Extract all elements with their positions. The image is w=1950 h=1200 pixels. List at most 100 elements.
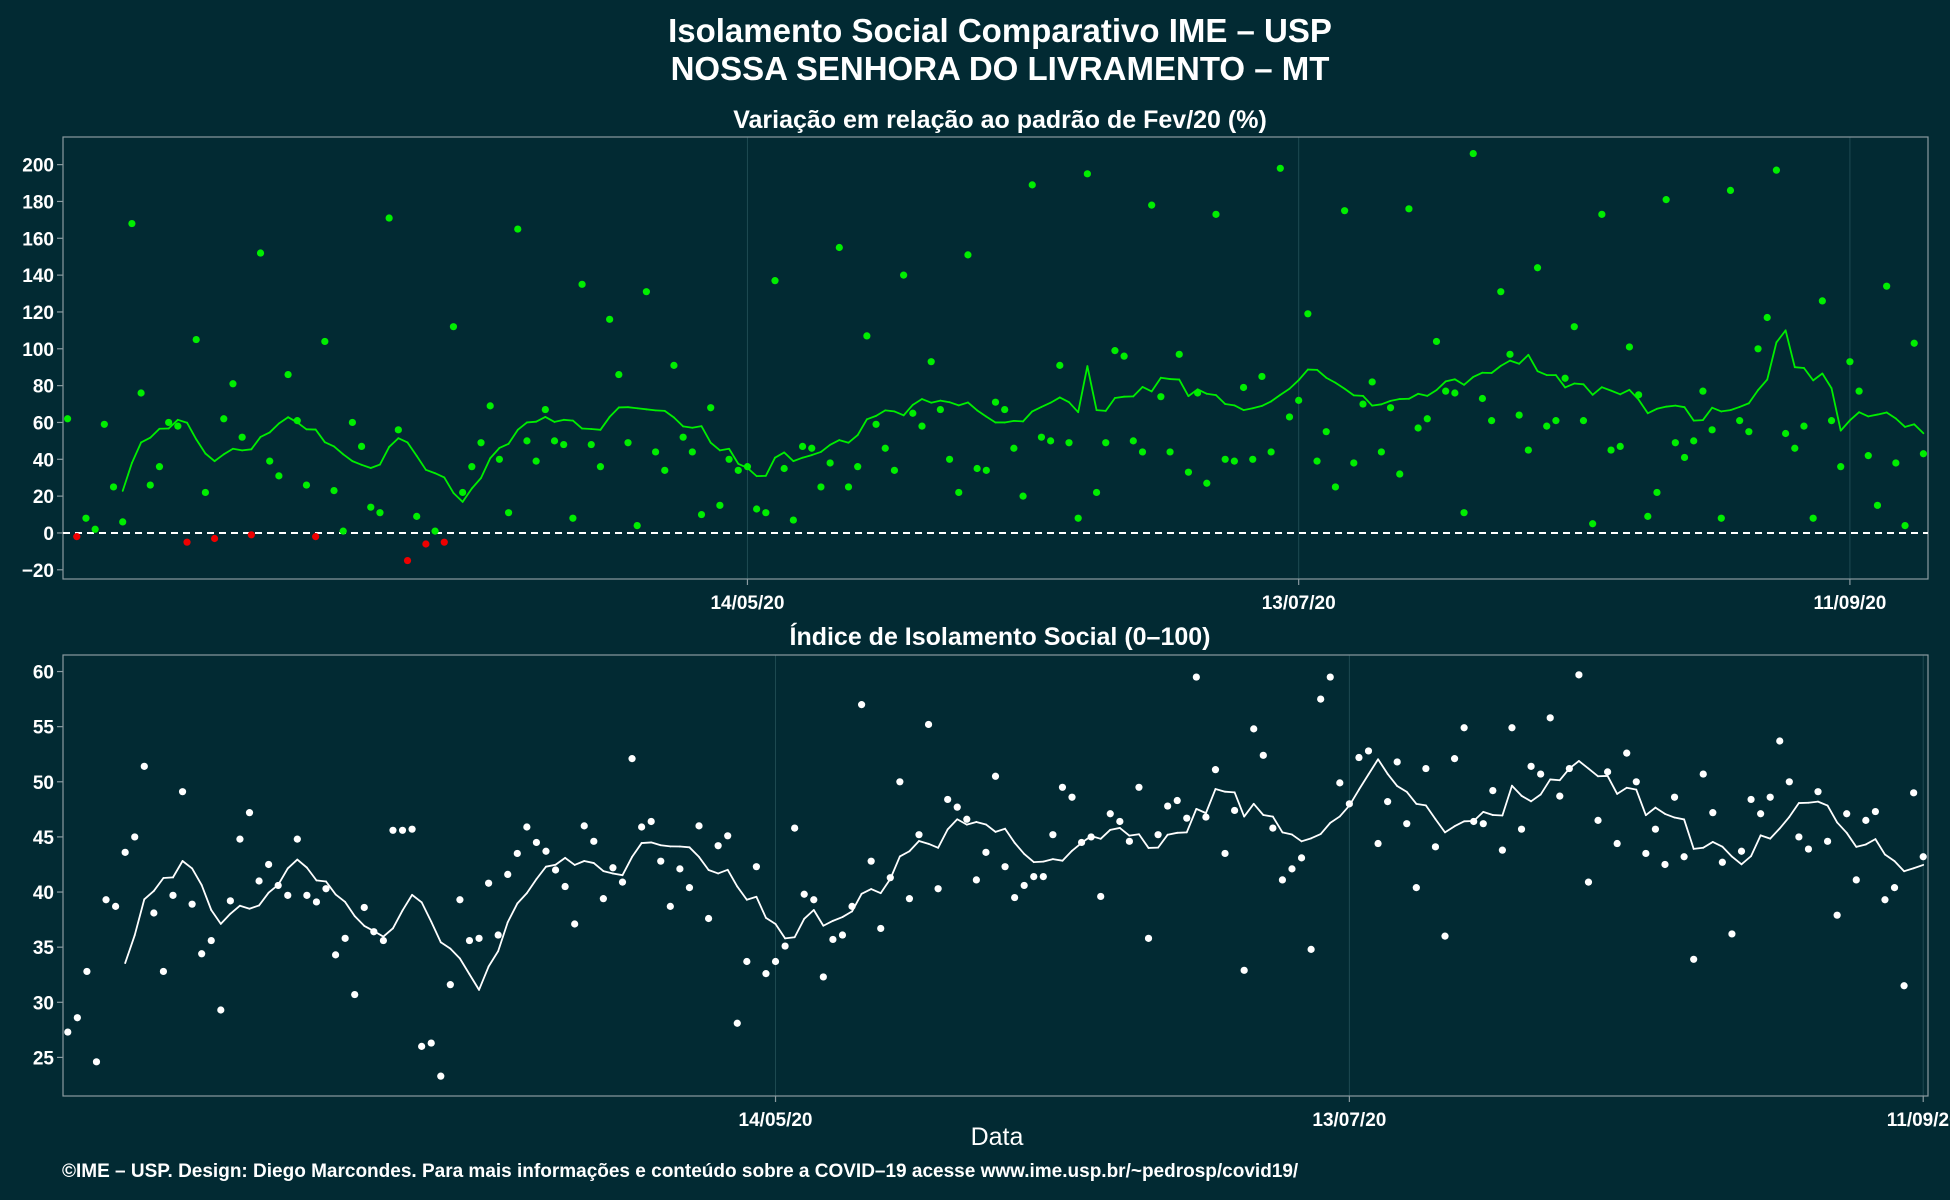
data-point xyxy=(781,942,789,950)
data-point xyxy=(1890,884,1899,892)
moving-average-segment xyxy=(1876,411,1888,416)
moving-average-segment xyxy=(544,416,556,423)
moving-average-segment xyxy=(691,425,703,429)
moving-average-segment xyxy=(774,451,786,459)
data-point xyxy=(1111,347,1119,355)
moving-average-segment xyxy=(1564,382,1576,389)
data-point xyxy=(1781,429,1790,438)
moving-average-segment xyxy=(397,437,409,444)
data-point xyxy=(909,409,917,417)
data-point xyxy=(1049,831,1057,839)
moving-average-segment xyxy=(636,407,648,411)
data-point xyxy=(1814,788,1822,796)
moving-average-segment xyxy=(526,420,538,424)
moving-average-segment xyxy=(461,487,473,503)
data-point xyxy=(1901,521,1909,530)
data-point xyxy=(1202,813,1210,821)
moving-average-segment xyxy=(1358,773,1370,791)
moving-average-segment xyxy=(277,416,289,425)
data-point xyxy=(1517,825,1526,833)
data-point xyxy=(140,762,148,770)
moving-average-segment xyxy=(1573,382,1585,386)
moving-average-segment xyxy=(700,425,712,444)
data-point xyxy=(247,531,255,539)
moving-average-segment xyxy=(1472,371,1484,378)
moving-average-segment xyxy=(143,890,155,901)
moving-average-segment xyxy=(571,419,583,430)
panel-border xyxy=(62,654,1929,1097)
data-point xyxy=(1670,793,1679,801)
data-point xyxy=(798,442,807,450)
moving-average-segment xyxy=(1518,353,1530,365)
data-point xyxy=(1843,810,1851,818)
data-point xyxy=(953,803,961,811)
moving-average-segment xyxy=(1329,815,1341,824)
moving-average-segment xyxy=(902,403,914,417)
data-point xyxy=(1623,749,1631,757)
moving-average-segment xyxy=(124,934,136,964)
moving-average-segment xyxy=(1769,827,1781,840)
data-point xyxy=(854,463,862,471)
moving-average-segment xyxy=(1185,807,1198,834)
data-point xyxy=(1047,437,1055,445)
data-point xyxy=(1423,415,1431,423)
moving-average-segment xyxy=(1845,831,1858,848)
data-point xyxy=(1699,770,1707,778)
data-point xyxy=(1258,372,1266,381)
moving-average-segment xyxy=(1759,834,1772,840)
data-point xyxy=(1910,789,1918,797)
data-point xyxy=(1221,455,1229,463)
data-point xyxy=(685,884,694,892)
data-point xyxy=(1304,310,1312,318)
data-point xyxy=(945,455,954,463)
data-point xyxy=(1855,387,1863,395)
moving-average-segment xyxy=(487,950,500,968)
moving-average-segment xyxy=(1316,368,1328,379)
moving-average-segment xyxy=(1095,409,1107,412)
moving-average-segment xyxy=(1830,387,1842,432)
moving-average-segment xyxy=(927,842,940,849)
moving-average-segment xyxy=(401,893,413,912)
moving-average-segment xyxy=(1426,389,1438,397)
data-point xyxy=(514,225,522,233)
moving-average-segment xyxy=(277,867,289,886)
data-point xyxy=(1203,479,1211,487)
moving-average-segment xyxy=(1362,394,1374,407)
moving-average-segment xyxy=(1619,388,1631,396)
moving-average-segment xyxy=(1836,821,1848,834)
data-point xyxy=(1515,411,1523,419)
moving-average-segment xyxy=(654,409,666,412)
moving-average-segment xyxy=(1683,818,1695,850)
moving-average-segment xyxy=(602,870,614,875)
moving-average-segment xyxy=(1023,853,1035,864)
moving-average-segment xyxy=(516,421,528,431)
moving-average-segment xyxy=(1061,849,1073,862)
data-point xyxy=(1718,858,1726,866)
moving-average-segment xyxy=(1157,833,1169,849)
data-point xyxy=(1345,800,1353,808)
data-point xyxy=(1020,881,1028,890)
moving-average-segment xyxy=(592,862,605,872)
data-point xyxy=(918,422,926,430)
data-point xyxy=(155,463,164,471)
moving-average-segment xyxy=(764,456,776,477)
moving-average-segment xyxy=(1625,786,1638,791)
moving-average-segment xyxy=(344,901,356,918)
data-point xyxy=(1083,170,1091,178)
moving-average-segment xyxy=(195,438,207,455)
moving-average-segment xyxy=(497,921,509,952)
data-point xyxy=(810,896,818,904)
data-point xyxy=(63,415,72,423)
data-point xyxy=(1058,783,1067,791)
data-point xyxy=(1680,853,1688,861)
moving-average-segment xyxy=(1114,395,1126,399)
data-point xyxy=(1489,787,1497,795)
moving-average-segment xyxy=(1490,364,1502,374)
data-point xyxy=(1231,806,1239,815)
data-point xyxy=(1892,459,1900,467)
moving-average-segment xyxy=(1109,827,1121,831)
data-point xyxy=(1469,149,1477,158)
moving-average-segment xyxy=(1049,396,1061,404)
data-point xyxy=(532,457,540,465)
y-tick-label: 100 xyxy=(22,340,54,361)
